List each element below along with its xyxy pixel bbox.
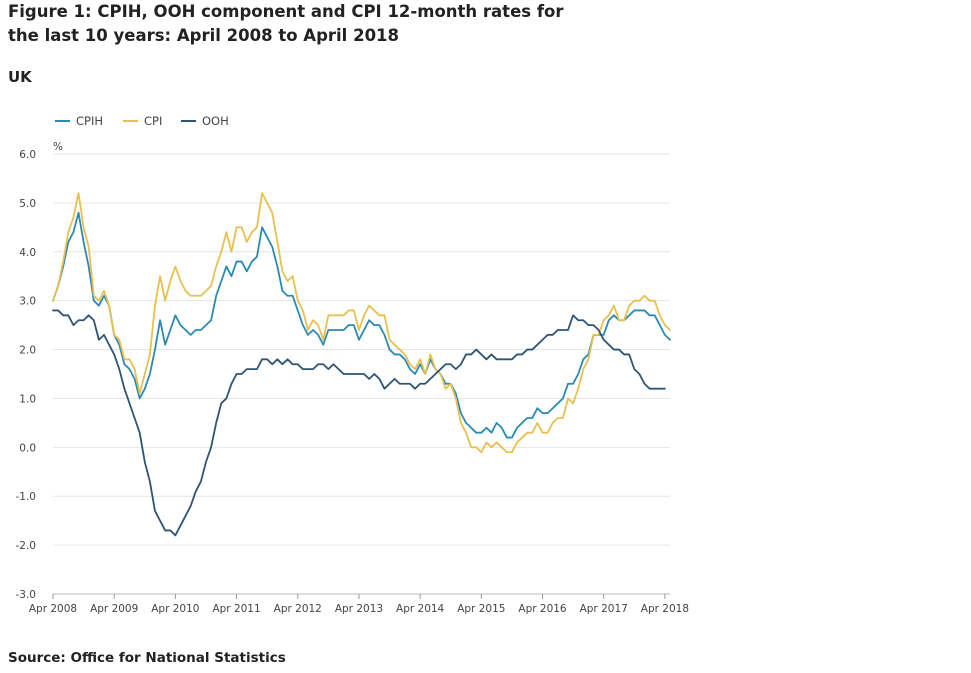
y-tick-label: 6.0 [19, 149, 36, 161]
source-note: Source: Office for National Statistics [8, 650, 286, 666]
legend-label-cpi: CPI [144, 114, 162, 128]
x-tick-label: Apr 2010 [151, 603, 199, 615]
x-tick-label: Apr 2011 [212, 603, 260, 615]
y-axis-label: % [53, 141, 63, 153]
series-line-cpih [52, 211, 671, 439]
x-tick-label: Apr 2008 [29, 603, 77, 615]
y-tick-label: 1.0 [19, 393, 36, 405]
y-tick-label: -2.0 [16, 540, 37, 552]
series-line-ooh [52, 309, 666, 537]
x-tick-label: Apr 2009 [90, 603, 138, 615]
x-tick-label: Apr 2012 [274, 603, 322, 615]
y-tick-label: 3.0 [19, 296, 36, 308]
x-tick-label: Apr 2016 [518, 603, 567, 615]
x-tick-label: Apr 2018 [641, 603, 689, 615]
legend-label-ooh: OOH [202, 114, 229, 128]
chart-subtitle: UK [8, 68, 32, 86]
x-tick-label: Apr 2015 [457, 603, 505, 615]
chart-title: Figure 1: CPIH, OOH component and CPI 12… [8, 2, 564, 45]
y-tick-label: 2.0 [19, 345, 36, 357]
x-tick-label: Apr 2014 [396, 603, 445, 615]
y-tick-label: 4.0 [19, 247, 36, 259]
legend-label-cpih: CPIH [76, 114, 103, 128]
y-tick-label: 5.0 [19, 198, 36, 210]
y-tick-label: -1.0 [16, 491, 37, 503]
y-tick-label: -3.0 [16, 589, 37, 601]
series-line-cpi [52, 192, 671, 454]
y-tick-label: 0.0 [19, 442, 36, 454]
x-tick-label: Apr 2017 [580, 603, 628, 615]
x-tick-label: Apr 2013 [335, 603, 383, 615]
